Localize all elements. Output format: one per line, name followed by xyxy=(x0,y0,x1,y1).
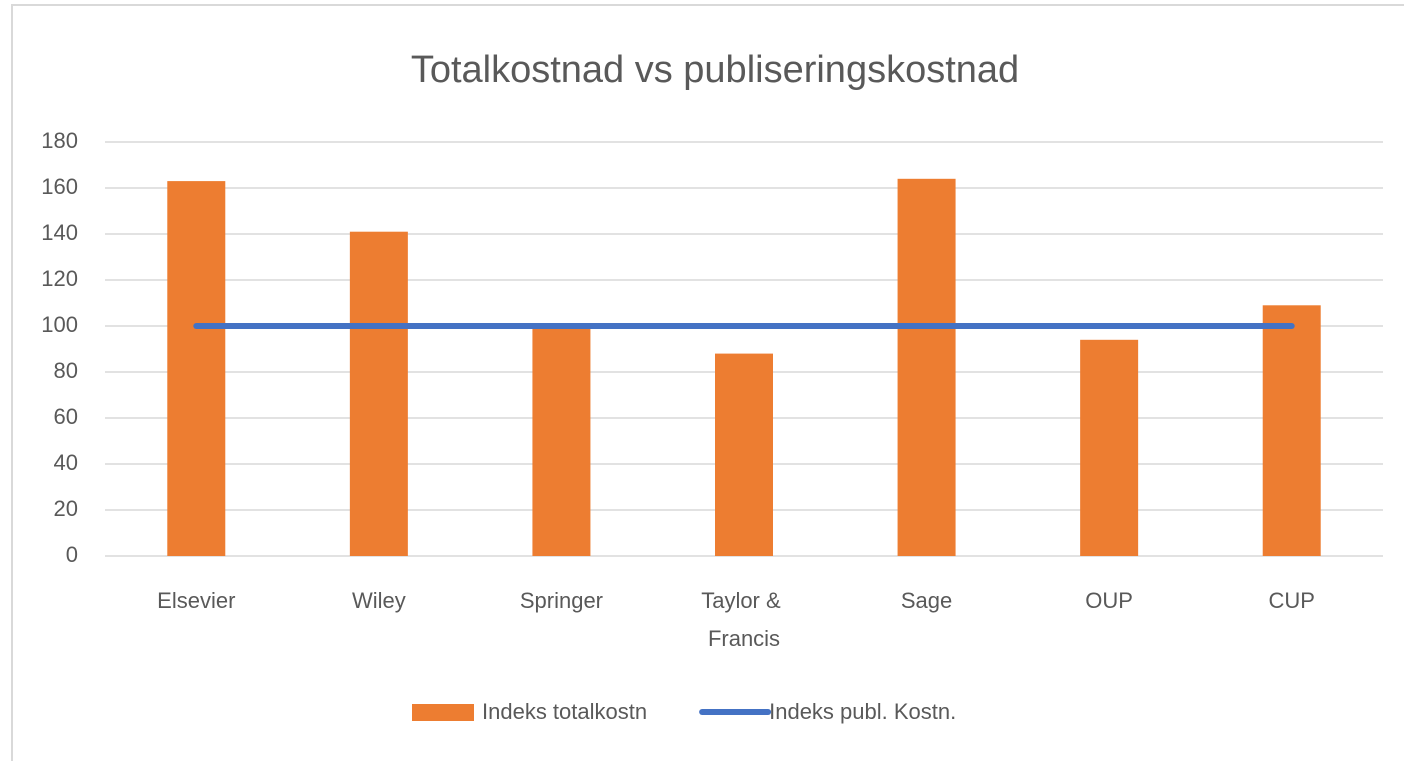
y-tick-label: 80 xyxy=(54,358,78,383)
x-tick-label: CUP xyxy=(1268,588,1314,613)
x-tick-label: Springer xyxy=(520,588,603,613)
legend-swatch xyxy=(412,704,474,721)
legend-label: Indeks publ. Kostn. xyxy=(769,699,956,724)
y-tick-label: 140 xyxy=(41,220,78,245)
bar xyxy=(532,326,591,556)
chart-title: Totalkostnad vs publiseringskostnad xyxy=(411,49,1019,91)
x-tick-label: Wiley xyxy=(352,588,406,613)
bar xyxy=(1262,305,1321,556)
y-tick-label: 60 xyxy=(54,404,78,429)
y-tick-label: 40 xyxy=(54,450,78,475)
x-tick-label: OUP xyxy=(1085,588,1133,613)
y-tick-label: 20 xyxy=(54,496,78,521)
y-tick-label: 180 xyxy=(41,128,78,153)
x-tick-label: Elsevier xyxy=(157,588,235,613)
bar xyxy=(897,178,956,557)
chart-border xyxy=(11,4,1404,766)
y-tick-label: 0 xyxy=(66,542,78,567)
x-tick-label: Sage xyxy=(901,588,952,613)
bar xyxy=(715,353,773,556)
x-tick-label-line: Francis xyxy=(708,626,780,651)
y-tick-label: 120 xyxy=(41,266,78,291)
legend-label: Indeks totalkostn xyxy=(482,699,647,724)
y-tick-label: 100 xyxy=(41,312,78,337)
x-tick-label-line: Taylor & xyxy=(701,588,787,613)
bar xyxy=(1080,339,1139,556)
bar xyxy=(167,181,226,556)
bar xyxy=(349,231,408,556)
x-tick-label: Taylor & Francis xyxy=(701,588,787,651)
y-tick-label: 160 xyxy=(41,174,78,199)
